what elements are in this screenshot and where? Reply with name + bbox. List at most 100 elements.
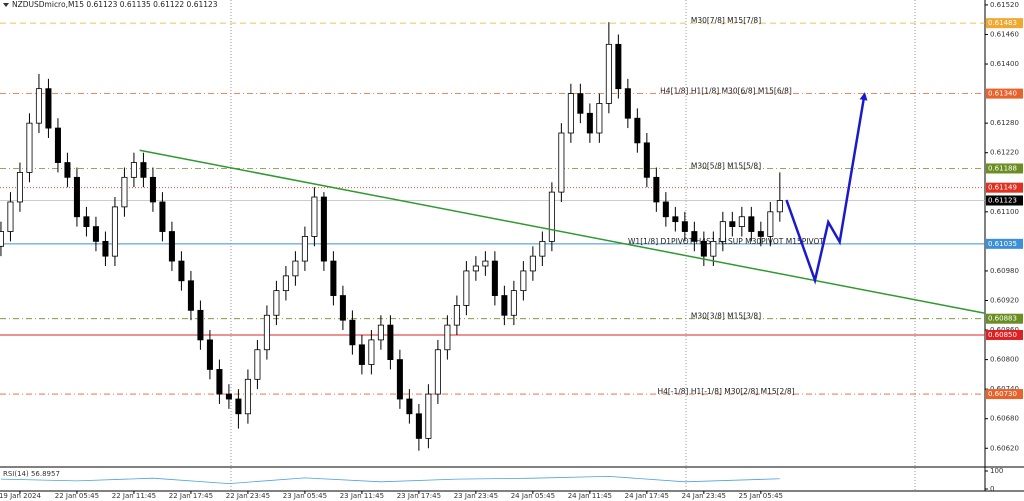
y-tick-label: 0.60620 — [990, 444, 1019, 452]
rsi-tick-label: 0 — [990, 485, 994, 493]
candle-body — [520, 270, 527, 292]
candle-body — [368, 339, 375, 365]
candle-body — [197, 309, 204, 341]
candle-body — [387, 324, 394, 360]
rsi-tick-label: 100 — [990, 467, 1003, 475]
candle-body — [320, 196, 327, 262]
level-text: M30[7/8] M15[7/8] — [691, 16, 761, 25]
candle-body — [311, 196, 318, 237]
x-tick-label: 25 Jan 05:45 — [739, 492, 783, 500]
candle-body — [710, 240, 717, 257]
trendline — [139, 149, 986, 315]
candles — [0, 22, 783, 451]
level-price-label: 0.61483 — [988, 19, 1017, 27]
y-tick-label: 0.60800 — [990, 356, 1019, 364]
candle-body — [263, 314, 270, 351]
level-price-box — [986, 313, 1023, 324]
candle-body — [92, 226, 99, 242]
candle-body — [282, 275, 289, 292]
candle-body — [672, 216, 679, 223]
candle-body — [396, 359, 403, 400]
candle-body — [406, 398, 413, 415]
level-price-label: 0.60883 — [988, 315, 1017, 323]
level-price-box — [986, 163, 1023, 174]
x-tick-label: 23 Jan 05:45 — [283, 492, 327, 500]
candle-body — [16, 172, 23, 203]
candle-body — [187, 280, 194, 311]
candle-body — [596, 103, 603, 134]
x-tick-label: 24 Jan 23:45 — [682, 492, 726, 500]
candle-body — [767, 211, 774, 237]
x-tick-label: 19 Jan 2024 — [0, 492, 41, 500]
candle-body — [0, 231, 4, 247]
x-tick-label: 22 Jan 17:45 — [169, 492, 213, 500]
level-price-label: 0.61340 — [988, 90, 1017, 98]
level-price-label: 0.61035 — [988, 240, 1017, 248]
candle-body — [463, 270, 470, 306]
y-tick-label: 0.61520 — [990, 1, 1019, 9]
level-price-label: 0.61123 — [988, 196, 1017, 204]
candle-body — [586, 112, 593, 134]
candle-body — [624, 88, 631, 119]
rsi-line — [0, 475, 780, 485]
candle-body — [634, 117, 641, 144]
x-tick-label: 23 Jan 11:45 — [340, 492, 384, 500]
level-text: H4[-1/8] H1[-1/8] M30[2/8] M15[2/8] — [657, 387, 794, 396]
y-tick-label: 0.60980 — [990, 267, 1019, 275]
x-tick-label: 23 Jan 23:45 — [454, 492, 498, 500]
y-tick-label: 0.60680 — [990, 415, 1019, 423]
day-separators — [230, 0, 916, 491]
candle-body — [482, 260, 489, 267]
level-text: M30[3/8] M15[3/8] — [691, 312, 761, 321]
candle-body — [168, 231, 175, 262]
candle-body — [159, 201, 166, 232]
candle-body — [244, 378, 251, 415]
candle-body — [216, 369, 223, 395]
candle-body — [235, 398, 242, 415]
candle-body — [605, 43, 612, 104]
level-price-label: 0.61149 — [988, 184, 1017, 192]
y-tick-label: 0.60920 — [990, 296, 1019, 304]
rsi-label: RSI(14) 56.8957 — [3, 470, 60, 478]
y-tick-label: 0.61280 — [990, 119, 1019, 127]
candle-body — [7, 201, 14, 232]
level-price-box — [986, 18, 1023, 29]
candle-body — [415, 413, 422, 439]
x-tick-label: 24 Jan 05:45 — [511, 492, 555, 500]
candle-body — [757, 231, 764, 237]
candle-body — [292, 260, 299, 277]
candle-body — [111, 206, 118, 257]
candle-body — [377, 324, 384, 341]
candle-body — [748, 216, 755, 232]
levels: M30[7/8] M15[7/8] 0.61483 H4[1/8] H1[1/8] … — [0, 16, 1023, 400]
candle-body — [653, 176, 660, 203]
candle-body — [453, 305, 460, 326]
candle-body — [73, 176, 80, 218]
candle-body — [358, 344, 365, 365]
menu-arrow — [3, 3, 9, 7]
projection-arrow — [785, 92, 868, 285]
level-price-label: 0.61188 — [988, 164, 1017, 172]
candle-body — [102, 240, 109, 257]
x-tick-label: 22 Jan 05:45 — [55, 492, 99, 500]
candle-body — [681, 221, 688, 232]
candle-body — [729, 221, 736, 227]
level-price-box — [986, 182, 1023, 193]
candle-body — [178, 260, 185, 282]
candle-body — [206, 339, 213, 370]
level-text: H4[1/8] H1[1/8] M30[6/8] M15[6/8] — [660, 87, 792, 96]
candle-body — [64, 162, 71, 178]
candle-body — [472, 265, 479, 272]
y-tick-label: 0.61400 — [990, 60, 1019, 68]
candle-body — [491, 260, 498, 296]
y-tick-label: 0.61100 — [990, 208, 1019, 216]
candle-body — [83, 216, 90, 227]
candle-body — [776, 200, 783, 213]
candle-body — [254, 349, 261, 380]
candle-body — [140, 162, 147, 178]
candle-body — [26, 122, 33, 173]
x-tick-label: 24 Jan 17:45 — [625, 492, 669, 500]
candle-body — [301, 236, 308, 262]
